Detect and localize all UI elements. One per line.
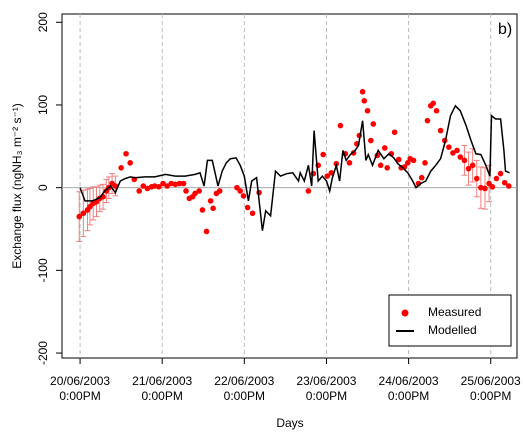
x-tick-label: 23/06/2003 0:00PM xyxy=(296,374,357,403)
data-point xyxy=(410,157,417,164)
y-tick-label: 0 xyxy=(36,184,50,191)
data-point xyxy=(482,185,488,192)
data-point xyxy=(210,205,216,212)
data-point xyxy=(203,228,210,235)
data-point xyxy=(391,129,398,136)
data-point xyxy=(505,183,512,189)
data-point xyxy=(395,156,402,163)
data-point xyxy=(337,122,344,129)
plot-frame xyxy=(61,13,518,359)
data-point xyxy=(437,127,444,134)
data-point xyxy=(346,160,353,166)
data-point xyxy=(136,188,143,194)
data-point xyxy=(305,188,312,194)
data-point xyxy=(359,88,366,95)
data-point xyxy=(199,207,206,213)
legend-label: Measured xyxy=(428,305,481,319)
data-point xyxy=(324,173,331,179)
data-point xyxy=(76,213,83,220)
data-point xyxy=(497,170,504,177)
model-line xyxy=(79,104,510,231)
data-point xyxy=(424,117,431,124)
y-tick-label: 200 xyxy=(36,12,50,32)
data-point xyxy=(364,107,371,114)
data-point xyxy=(450,150,456,156)
data-point xyxy=(433,107,440,114)
data-point xyxy=(160,180,166,187)
data-point xyxy=(196,188,202,194)
x-tick-label: 25/06/2003 0:00PM xyxy=(460,374,521,403)
data-point xyxy=(176,180,183,187)
data-point xyxy=(446,144,452,150)
legend-marker xyxy=(401,309,409,317)
data-point xyxy=(237,188,244,194)
y-axis-label: Exchange flux (ngNH₃ m⁻² s⁻¹) xyxy=(10,103,24,269)
data-point xyxy=(404,160,411,166)
data-point xyxy=(457,154,464,160)
data-point xyxy=(156,184,162,190)
x-tick-label: 24/06/2003 0:00PM xyxy=(378,374,439,403)
data-point xyxy=(164,183,170,189)
data-point xyxy=(123,150,129,157)
data-point xyxy=(361,98,368,104)
data-point xyxy=(501,179,508,186)
data-point xyxy=(140,183,147,189)
data-point xyxy=(192,190,198,197)
x-axis-label: Days xyxy=(276,416,303,430)
data-point xyxy=(489,184,496,190)
data-point xyxy=(118,165,124,171)
data-point xyxy=(183,188,189,194)
data-point xyxy=(80,210,87,217)
data-point xyxy=(370,121,377,127)
data-point xyxy=(418,174,425,181)
legend-label: Modelled xyxy=(428,323,477,337)
data-point xyxy=(469,162,476,169)
data-point xyxy=(244,204,251,211)
data-point xyxy=(493,175,500,182)
legend-box xyxy=(388,294,512,347)
data-point xyxy=(320,151,326,158)
data-point xyxy=(216,188,223,194)
data-point xyxy=(381,145,388,151)
data-point xyxy=(430,100,437,107)
data-point xyxy=(465,165,472,172)
data-point xyxy=(249,210,256,217)
y-tick-label: -200 xyxy=(36,341,50,365)
data-point xyxy=(454,147,460,154)
x-tick-label: 20/06/2003 0:00PM xyxy=(50,374,111,403)
data-point xyxy=(127,160,133,166)
data-point xyxy=(180,180,187,187)
data-point xyxy=(473,175,480,182)
data-point xyxy=(461,157,468,164)
data-point xyxy=(310,170,317,177)
x-tick-label: 22/06/2003 0:00PM xyxy=(214,374,275,403)
data-point xyxy=(377,162,384,169)
data-point xyxy=(240,193,247,199)
data-point xyxy=(207,198,214,204)
x-tick-label: 21/06/2003 0:00PM xyxy=(132,374,193,403)
data-point xyxy=(384,165,391,171)
data-point xyxy=(368,137,374,144)
annotation: b) xyxy=(498,21,512,38)
data-point xyxy=(422,160,428,166)
y-tick-label: 100 xyxy=(36,95,50,115)
y-tick-label: -100 xyxy=(36,258,50,282)
